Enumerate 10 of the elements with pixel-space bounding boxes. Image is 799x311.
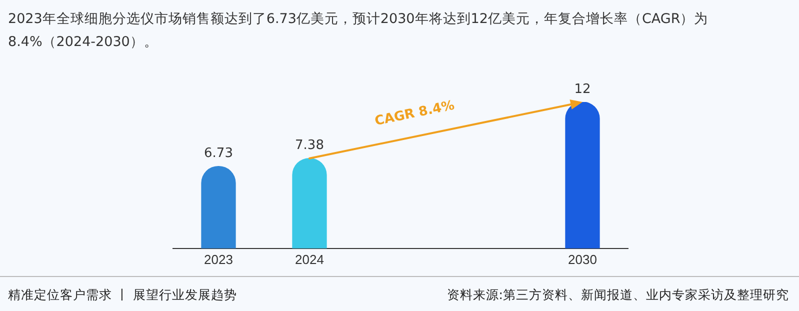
data-label: 7.38 [295,138,324,154]
text: 资料来源:第三方资料、新闻报道、业内专家采访及整理研究 [446,287,789,304]
annotation: CAGR 8.4% [374,98,456,130]
x-tick-label: 2023 [204,252,233,267]
data-label: 6.73 [204,146,233,162]
x-tick-label: 2024 [295,252,324,267]
data-label: 12 [574,82,591,97]
text: 精准定位客户需求 丨 展望行业发展趋势 [8,287,237,304]
chart-title: 2023年全球细胞分选仪市场销售额达到了6.73亿美元，预计2030年将达到12亿美元，年复合增长率（CAGR）为8.4%（2024-2030）。 [8,10,710,52]
x-tick-label: 2030 [568,252,597,267]
